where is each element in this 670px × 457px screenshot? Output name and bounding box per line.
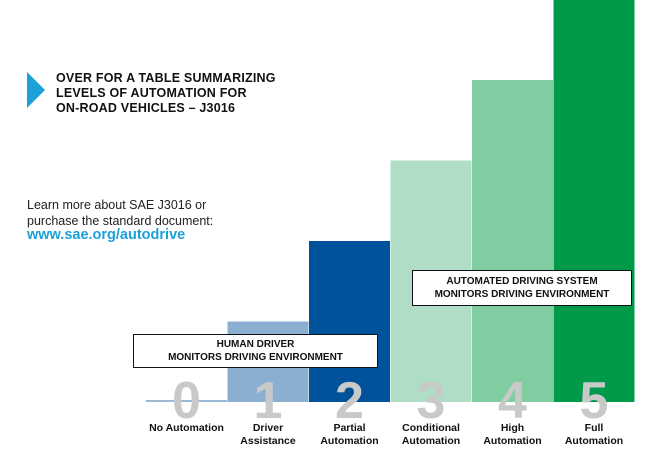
level-digit-0: 0 — [172, 372, 201, 430]
category-label-1-line-1: Driver — [253, 422, 283, 434]
learn-more-line-2: purchase the standard document: — [27, 214, 214, 228]
callout-text: OVER FOR A TABLE SUMMARIZING LEVELS OF A… — [56, 71, 306, 116]
bar-level-4 — [472, 80, 553, 402]
automated-system-legend-line-2: MONITORS DRIVING ENVIRONMENT — [434, 289, 610, 300]
category-label-4-line-1: High — [501, 422, 524, 434]
category-label-0-line-1: No Automation — [149, 422, 224, 434]
callout-line-1: OVER FOR A TABLE SUMMARIZING — [56, 71, 276, 85]
bar-level-2 — [309, 241, 390, 402]
automated-system-legend: AUTOMATED DRIVING SYSTEM MONITORS DRIVIN… — [412, 270, 632, 306]
level-digit-5: 5 — [580, 372, 609, 430]
category-label-1-line-2: Assistance — [240, 435, 296, 447]
human-driver-legend-line-1: HUMAN DRIVER — [216, 339, 295, 350]
level-digit-1: 1 — [254, 372, 283, 430]
bar-level-5 — [553, 0, 635, 402]
bar-level-0 — [146, 400, 227, 402]
callout-line-3: ON-ROAD VEHICLES – J3016 — [56, 101, 236, 115]
level-digit-2: 2 — [335, 372, 364, 430]
human-driver-legend: HUMAN DRIVER MONITORS DRIVING ENVIRONMEN… — [133, 334, 378, 368]
category-label-5-line-1: Full — [585, 422, 604, 434]
sae-autodrive-link[interactable]: www.sae.org/autodrive — [27, 227, 186, 243]
automated-system-legend-line-1: AUTOMATED DRIVING SYSTEM — [446, 276, 598, 287]
learn-more-text: Learn more about SAE J3016 or purchase t… — [27, 197, 247, 229]
learn-more-line-1: Learn more about SAE J3016 or — [27, 198, 207, 212]
level-digit-3: 3 — [417, 372, 446, 430]
arrow-right-icon — [27, 72, 45, 108]
level-digit-4: 4 — [498, 372, 527, 430]
category-label-3-line-1: Conditional — [402, 422, 460, 434]
callout-line-2: LEVELS OF AUTOMATION FOR — [56, 86, 247, 100]
category-label-2-line-1: Partial — [333, 422, 365, 434]
human-driver-legend-line-2: MONITORS DRIVING ENVIRONMENT — [168, 352, 343, 363]
category-label-4-line-2: Automation — [483, 435, 541, 447]
category-label-2-line-2: Automation — [320, 435, 378, 447]
category-label-3-line-2: Automation — [402, 435, 460, 447]
category-label-5-line-2: Automation — [565, 435, 623, 447]
